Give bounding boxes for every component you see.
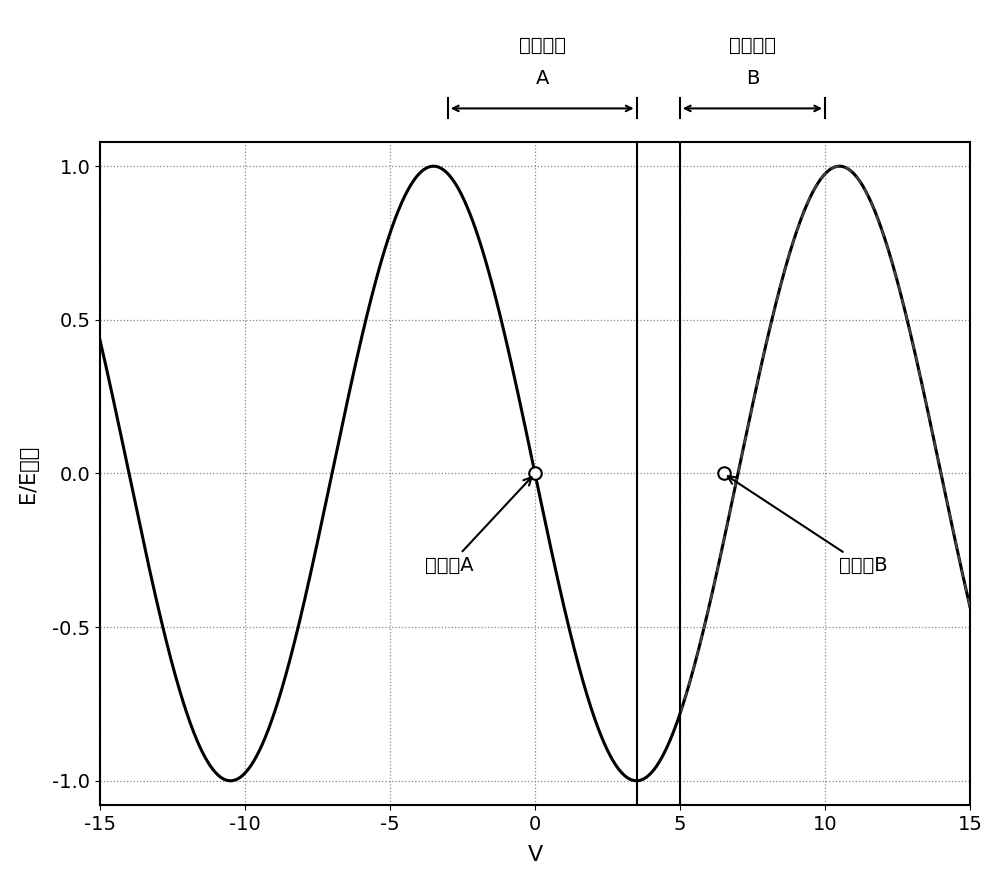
Text: A: A xyxy=(536,70,549,89)
X-axis label: V: V xyxy=(527,845,543,866)
Text: 电压摆动: 电压摆动 xyxy=(729,36,776,56)
Text: B: B xyxy=(746,70,759,89)
Text: 偏置点A: 偏置点A xyxy=(425,477,532,575)
Text: 偏置点B: 偏置点B xyxy=(728,476,888,575)
Y-axis label: E/E最大: E/E最大 xyxy=(18,444,38,503)
Text: 电压摆动: 电压摆动 xyxy=(519,36,566,56)
